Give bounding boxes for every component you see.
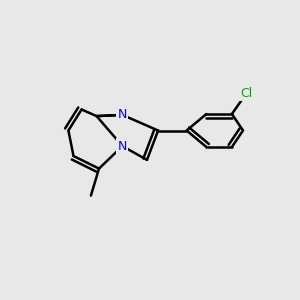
Text: N: N <box>118 108 127 122</box>
Text: Cl: Cl <box>241 86 253 100</box>
Text: N: N <box>118 140 127 153</box>
